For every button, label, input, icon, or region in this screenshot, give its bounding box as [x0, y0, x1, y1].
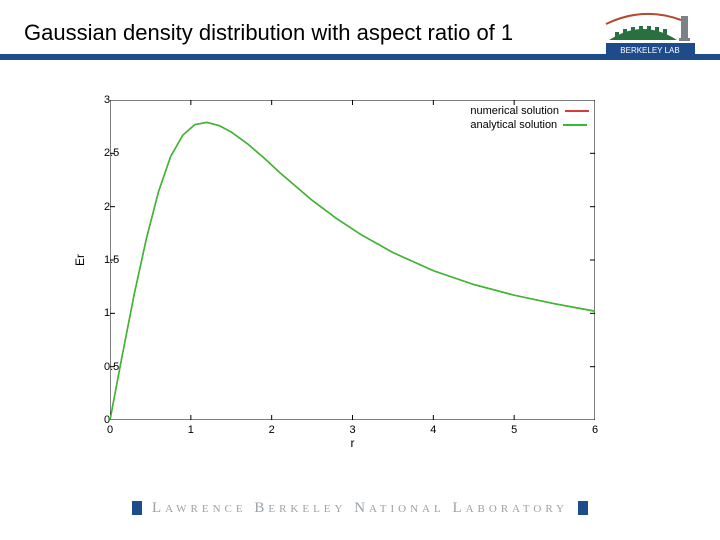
- x-axis-label: r: [351, 436, 355, 450]
- y-tick-label: 1: [104, 307, 110, 319]
- logo-arc-icon: [606, 14, 681, 24]
- footer: Lawrence Berkeley National Laboratory: [0, 500, 720, 521]
- y-axis-label: Er: [73, 254, 87, 266]
- x-tick-label: 3: [349, 420, 355, 436]
- page-title: Gaussian density distribution with aspec…: [24, 20, 513, 45]
- chart-plot-area: [110, 100, 595, 420]
- slide: Gaussian density distribution with aspec…: [0, 0, 720, 540]
- y-tick-label: 0.5: [104, 361, 110, 373]
- logo-building-icon: [609, 26, 677, 40]
- footer-bar-icon: [132, 501, 142, 515]
- legend-swatch-icon: [563, 124, 587, 126]
- x-tick-label: 2: [269, 420, 275, 436]
- footer-bar-icon: [578, 501, 588, 515]
- title-bar: Gaussian density distribution with aspec…: [24, 20, 696, 46]
- y-tick-label: 3: [104, 94, 110, 106]
- y-tick-label: 2.5: [104, 147, 110, 159]
- y-tick-label: 1.5: [104, 254, 110, 266]
- logo-tower-icon: [681, 16, 688, 40]
- chart-legend: numerical solution analytical solution: [470, 104, 589, 132]
- x-tick-label: 5: [511, 420, 517, 436]
- x-tick-label: 4: [430, 420, 436, 436]
- footer-text: Lawrence Berkeley National Laboratory: [152, 500, 568, 517]
- chart: Er r 00.511.522.53 0123456 numerical sol…: [110, 100, 595, 420]
- x-tick-label: 0: [107, 420, 113, 436]
- berkeley-lab-logo: BERKELEY LAB: [603, 10, 698, 58]
- legend-swatch-icon: [565, 110, 589, 112]
- x-tick-label: 1: [188, 420, 194, 436]
- legend-item: analytical solution: [470, 118, 589, 132]
- legend-label: analytical solution: [470, 118, 557, 132]
- legend-label: numerical solution: [470, 104, 559, 118]
- y-tick-label: 2: [104, 201, 110, 213]
- logo-band-text: BERKELEY LAB: [620, 46, 679, 55]
- legend-item: numerical solution: [470, 104, 589, 118]
- x-tick-label: 6: [592, 420, 598, 436]
